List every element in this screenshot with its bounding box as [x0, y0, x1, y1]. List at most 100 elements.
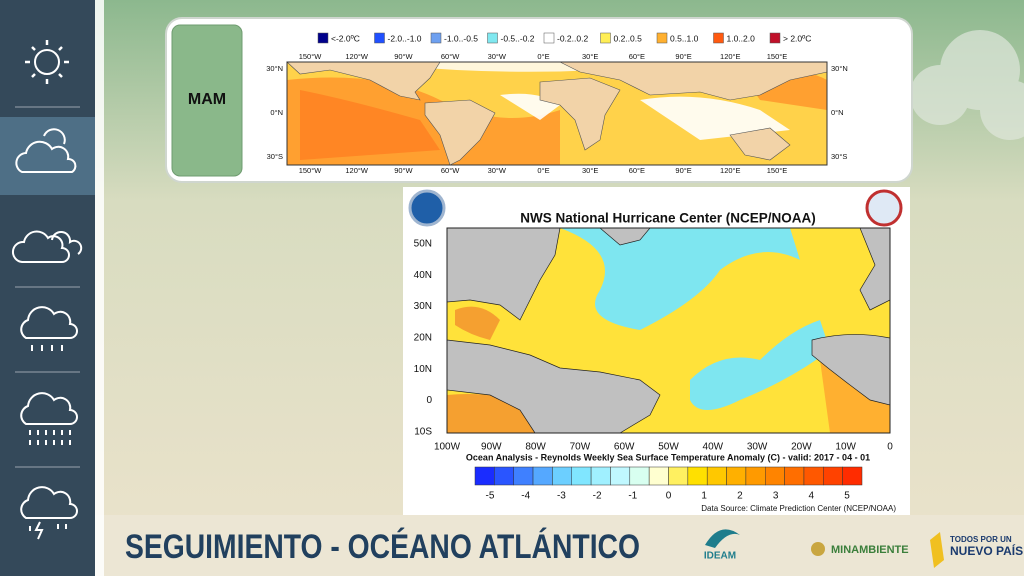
colorbar-cell	[590, 466, 611, 486]
lon-label: 30°W	[488, 52, 507, 61]
legend-swatch	[543, 32, 555, 44]
lon-label: 90°E	[675, 52, 691, 61]
footer-band	[95, 515, 1024, 576]
colorbar-tick-label: 5	[844, 491, 850, 502]
lon-label: 70W	[570, 442, 591, 453]
lat-label: 10S	[414, 426, 432, 437]
lon-label: 120°E	[720, 52, 741, 61]
legend-label: -0.5..-0.2	[501, 33, 535, 43]
lon-label: 100W	[434, 442, 461, 453]
colorbar-cell	[765, 466, 785, 486]
colorbar-tick-label: -2	[593, 491, 602, 502]
lat-label: 20N	[414, 333, 432, 344]
lat-label: 40N	[414, 270, 432, 281]
lat-label: 30°N	[266, 64, 283, 73]
colorbar-cell	[842, 466, 863, 486]
lon-label: 90°W	[394, 166, 413, 175]
colorbar-tick-label: -5	[486, 491, 495, 502]
colorbar: -5 -4 -3 -2 -1 0 1 2 3 4 5	[474, 466, 863, 502]
lon-label: 90W	[481, 442, 502, 453]
colorbar-cell	[513, 466, 534, 486]
legend-swatch	[374, 32, 385, 44]
lat-label: 0°N	[831, 108, 844, 117]
legend-swatch	[487, 32, 498, 44]
lat-label: 30°S	[831, 152, 847, 161]
legend-swatch	[430, 32, 442, 44]
lon-label: 40W	[703, 442, 724, 453]
legend-swatch	[656, 32, 668, 44]
lon-label: 120°W	[345, 52, 369, 61]
nws-logo	[865, 189, 903, 227]
legend-swatch	[713, 32, 724, 44]
nhc-source: Data Source: Climate Prediction Center (…	[701, 504, 896, 513]
lon-label: 60°W	[441, 166, 460, 175]
noaa-logo	[408, 189, 446, 227]
ideam-icon	[705, 529, 740, 548]
lon-label: 10W	[835, 442, 856, 453]
nhc-caption: Ocean Analysis - Reynolds Weekly Sea Sur…	[466, 452, 870, 462]
lat-label: 30°S	[267, 152, 283, 161]
lon-label: 30°E	[582, 166, 598, 175]
lat-label: 30°N	[831, 64, 848, 73]
season-label: MAM	[188, 91, 226, 108]
colorbar-cell	[474, 466, 495, 486]
colorbar-tick-label: 2	[737, 491, 743, 502]
legend-swatch	[769, 32, 781, 44]
lon-label: 150°E	[767, 166, 788, 175]
colorbar-tick-label: 3	[773, 491, 779, 502]
colorbar-cell	[571, 466, 592, 486]
lon-label: 120°W	[345, 166, 369, 175]
colorbar-tick-label: 1	[701, 491, 707, 502]
colorbar-cell	[687, 466, 708, 486]
colorbar-cell	[784, 466, 805, 486]
lon-label: 60W	[614, 442, 635, 453]
colorbar-tick-label: 4	[809, 491, 815, 502]
legend-swatch	[600, 32, 611, 44]
colorbar-cell	[610, 466, 631, 486]
lon-label: 0	[887, 442, 893, 453]
top-map-frame	[286, 61, 828, 166]
slide-title: SEGUIMIENTO - OCÉANO ATLÁNTICO	[125, 528, 640, 566]
legend-label: 1.0..2.0	[727, 33, 756, 43]
colorbar-cell	[726, 466, 747, 486]
lon-label: 0°E	[537, 52, 549, 61]
legend-label: -1.0..-0.5	[444, 33, 478, 43]
season-tab	[171, 24, 243, 177]
sidebar-edge	[95, 0, 104, 576]
lon-label: 150°E	[767, 52, 788, 61]
lon-label: 90°W	[394, 52, 413, 61]
lon-label: 20W	[791, 442, 812, 453]
legend-label: > 2.0ºC	[783, 33, 811, 43]
lon-label: 150°W	[299, 52, 323, 61]
lat-label: 30N	[414, 301, 432, 312]
colorbar-cell	[552, 466, 573, 486]
lon-label: 0°E	[537, 166, 549, 175]
colorbar-tick-label: -1	[628, 491, 637, 502]
gov-icon	[930, 532, 944, 568]
colorbar-tick-label: 0	[666, 491, 672, 502]
sidebar-icons	[12, 40, 83, 540]
top-map	[286, 61, 828, 166]
lon-label: 80W	[525, 442, 546, 453]
top-map-axes: 150°W 150°W 120°W 120°W 90°W 90°W 60°W 60°W 30°W…	[266, 52, 848, 175]
lat-label: 50N	[414, 239, 432, 250]
lat-label: 10N	[414, 364, 432, 375]
legend-swatch	[317, 32, 329, 44]
lon-label: 30°W	[488, 166, 507, 175]
colorbar-cell	[629, 466, 650, 486]
lon-label: 90°E	[675, 166, 691, 175]
colorbar-cell	[494, 466, 514, 486]
lon-label: 60°W	[441, 52, 460, 61]
lon-label: 50W	[658, 442, 679, 453]
cloud-decoration	[910, 30, 1024, 140]
nhc-map-frame	[446, 227, 891, 434]
gov-logo-line2: NUEVO PAÍS	[950, 543, 1023, 558]
lat-label: 0°N	[270, 108, 283, 117]
sidebar	[0, 0, 95, 576]
lon-label: 30W	[747, 442, 768, 453]
lon-label: 60°E	[629, 52, 645, 61]
lon-label: 60°E	[629, 166, 645, 175]
